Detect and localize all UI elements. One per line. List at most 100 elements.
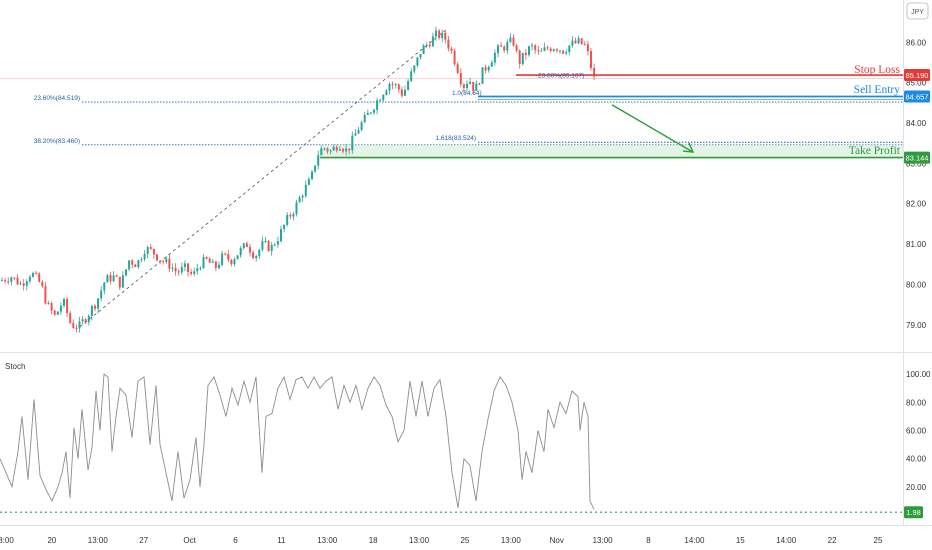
candle-body	[190, 271, 193, 274]
candle-body	[171, 267, 174, 269]
candle-body	[323, 148, 326, 150]
candle-body	[466, 83, 468, 89]
candle-body	[218, 264, 220, 269]
candle-body	[531, 45, 534, 47]
stoch-tick-label: 20.00	[906, 483, 927, 492]
candle-body	[475, 83, 478, 91]
candle-body	[376, 100, 379, 110]
candle-body	[183, 263, 186, 268]
time-axis-label: 13:00	[317, 536, 338, 545]
candle-body	[373, 109, 375, 113]
candle-body	[360, 122, 363, 131]
candle-body	[146, 247, 149, 254]
time-axis-label: 25	[460, 536, 469, 545]
fib-annotation: 38.20%(83.460)	[34, 138, 80, 145]
time-axis-label: 25	[874, 536, 883, 545]
candle-body	[211, 261, 214, 263]
candle-body	[115, 275, 118, 277]
candle-body	[317, 155, 320, 166]
take-profit-badge	[904, 151, 930, 164]
candle-body	[255, 255, 258, 259]
candle-body	[311, 171, 313, 180]
candle-body	[289, 214, 292, 217]
stoch-last-badge	[904, 506, 923, 519]
time-axis-label: 13:00	[593, 536, 614, 545]
candle-body	[125, 269, 127, 276]
candle-body	[329, 150, 332, 152]
fib-annotation: 23.60%(85.107)	[538, 72, 584, 79]
candle-body	[555, 49, 558, 51]
candle-body	[44, 286, 47, 304]
time-axis-label: Nov	[550, 536, 564, 545]
candle-body	[292, 213, 295, 217]
candle-body	[335, 146, 338, 151]
candle-body	[574, 40, 577, 44]
candle-body	[165, 258, 168, 262]
time-axis-label: 13:00	[409, 536, 430, 545]
time-axis-label: 22	[828, 536, 837, 545]
candle-body	[503, 46, 506, 51]
candle-body	[524, 52, 527, 56]
time-axis-label: 11	[277, 536, 286, 545]
candle-body	[419, 53, 422, 58]
stoch-title: Stoch	[5, 362, 25, 371]
candle-body	[583, 44, 586, 46]
price-tick-label: 79.00	[906, 321, 927, 330]
candle-body	[590, 51, 592, 69]
candle-body	[249, 246, 251, 253]
candle-body	[162, 261, 165, 263]
candle-body	[351, 135, 354, 151]
candle-body	[72, 322, 75, 329]
candle-body	[521, 52, 524, 65]
symbol-badge-label: JPY	[911, 9, 924, 16]
candle-body	[435, 30, 437, 37]
price-tick-label: 83.00	[906, 159, 927, 168]
candle-body	[28, 276, 31, 282]
candle-body	[438, 30, 441, 39]
candle-body	[106, 275, 109, 283]
candle-body	[369, 112, 372, 114]
price-tick-label: 84.00	[906, 119, 927, 128]
candle-body	[332, 146, 335, 151]
candle-body	[131, 260, 134, 265]
candle-body	[295, 202, 298, 214]
candle-body	[363, 114, 366, 123]
candle-body	[283, 224, 286, 230]
candle-body	[431, 36, 434, 47]
candle-body	[397, 84, 400, 90]
candle-body	[205, 257, 208, 259]
candle-body	[580, 38, 583, 45]
candle-body	[50, 303, 53, 311]
candle-body	[41, 281, 44, 287]
candle-body	[394, 84, 397, 86]
candle-body	[270, 244, 273, 252]
candle-body	[140, 259, 143, 261]
candle-body	[112, 275, 115, 282]
candle-body	[497, 45, 499, 53]
stop-loss-badge	[904, 69, 930, 82]
candle-body	[586, 44, 589, 52]
stoch-pane	[0, 373, 903, 513]
time-axis-label: 13:00	[88, 536, 109, 545]
candle-body	[444, 32, 447, 40]
candle-body	[252, 252, 255, 259]
candle-body	[552, 49, 555, 51]
candle-body	[273, 244, 276, 246]
candle-body	[425, 44, 428, 46]
candle-body	[149, 247, 152, 249]
take-profit-price-label: 83.144	[906, 154, 929, 163]
candle-body	[47, 303, 50, 305]
time-axis-label: 13:00	[501, 536, 522, 545]
candle-body	[379, 100, 382, 102]
trend-line	[79, 27, 449, 328]
symbol-badge[interactable]: JPY	[906, 2, 929, 20]
candle-body	[221, 253, 224, 265]
candle-body	[453, 50, 456, 65]
candle-body	[19, 283, 22, 285]
candle-body	[549, 48, 552, 51]
candle-body	[388, 83, 391, 91]
candle-body	[236, 255, 239, 260]
price-pane: 23.60%(84.519) 38.20%(83.460) 1.618(83.524…	[0, 26, 903, 333]
candle-body	[4, 280, 7, 282]
candle-body	[53, 310, 56, 315]
